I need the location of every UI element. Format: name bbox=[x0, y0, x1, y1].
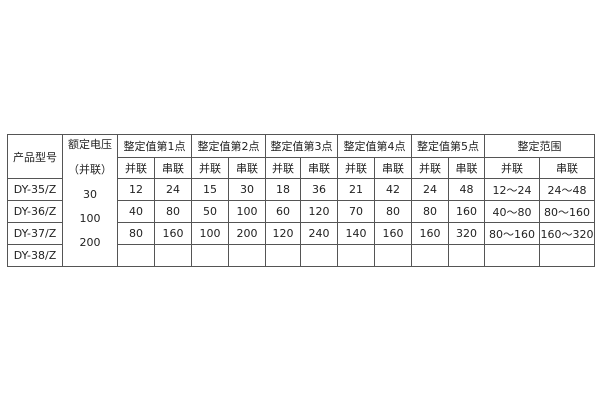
value-cell bbox=[191, 244, 229, 267]
value-cell: 24 bbox=[411, 178, 449, 201]
value-cell: 40～80 bbox=[484, 200, 540, 223]
value-cell bbox=[484, 244, 540, 267]
value-cell: 160 bbox=[154, 222, 192, 245]
value-cell bbox=[374, 244, 412, 267]
value-cell bbox=[117, 244, 155, 267]
value-cell bbox=[411, 244, 449, 267]
value-cell: 100 bbox=[228, 200, 266, 223]
value-cell: 120 bbox=[265, 222, 301, 245]
header-series: 串联 bbox=[448, 157, 485, 179]
settings-table: 产品型号 额定电压 （并联） 整定值第1点 整定值第2点 整定值第3点 整定值第4… bbox=[7, 134, 595, 267]
value-cell: 80 bbox=[117, 222, 155, 245]
value-cell bbox=[300, 244, 338, 267]
model-cell: DY-36/Z bbox=[7, 200, 63, 223]
header-series: 串联 bbox=[228, 157, 266, 179]
value-cell: 120 bbox=[300, 200, 338, 223]
value-cell: 80～160 bbox=[484, 222, 540, 245]
header-parallel: 并联 bbox=[337, 157, 375, 179]
value-cell: 21 bbox=[337, 178, 375, 201]
header-series: 串联 bbox=[300, 157, 338, 179]
header-series: 串联 bbox=[154, 157, 192, 179]
value-cell: 12～24 bbox=[484, 178, 540, 201]
voltage-value: 200 bbox=[79, 235, 101, 249]
value-cell: 30 bbox=[228, 178, 266, 201]
value-cell: 70 bbox=[337, 200, 375, 223]
value-cell bbox=[448, 244, 485, 267]
header-parallel: 并联 bbox=[484, 157, 540, 179]
header-parallel: 并联 bbox=[265, 157, 301, 179]
value-cell: 50 bbox=[191, 200, 229, 223]
value-cell: 15 bbox=[191, 178, 229, 201]
model-cell: DY-35/Z bbox=[7, 178, 63, 201]
model-cell: DY-38/Z bbox=[7, 244, 63, 267]
header-parallel: 并联 bbox=[117, 157, 155, 179]
header-group: 整定值第4点 bbox=[337, 134, 412, 158]
value-cell: 18 bbox=[265, 178, 301, 201]
value-cell: 320 bbox=[448, 222, 485, 245]
header-group: 整定值第5点 bbox=[411, 134, 485, 158]
header-series: 串联 bbox=[374, 157, 412, 179]
value-cell: 80 bbox=[374, 200, 412, 223]
voltage-cell: 30 100 200 bbox=[62, 178, 118, 267]
value-cell bbox=[539, 244, 595, 267]
value-cell bbox=[265, 244, 301, 267]
header-parallel: 并联 bbox=[411, 157, 449, 179]
value-cell: 60 bbox=[265, 200, 301, 223]
header-group: 整定范围 bbox=[484, 134, 595, 158]
value-cell: 100 bbox=[191, 222, 229, 245]
value-cell: 36 bbox=[300, 178, 338, 201]
header-voltage: 额定电压 （并联） bbox=[62, 134, 118, 179]
value-cell bbox=[154, 244, 192, 267]
value-cell: 140 bbox=[337, 222, 375, 245]
value-cell: 42 bbox=[374, 178, 412, 201]
value-cell: 160 bbox=[374, 222, 412, 245]
model-cell: DY-37/Z bbox=[7, 222, 63, 245]
value-cell: 24 bbox=[154, 178, 192, 201]
header-group: 整定值第1点 bbox=[117, 134, 192, 158]
value-cell: 80～160 bbox=[539, 200, 595, 223]
value-cell: 24～48 bbox=[539, 178, 595, 201]
table-row: DY-37/Z 80 160 100 200 120 240 140 160 160 320 80～1… bbox=[7, 222, 595, 245]
header-parallel: 并联 bbox=[191, 157, 229, 179]
value-cell: 80 bbox=[154, 200, 192, 223]
table-row: DY-36/Z 40 80 50 100 60 120 70 80 80 160 40～80 80～16… bbox=[7, 200, 595, 223]
value-cell: 160～320 bbox=[539, 222, 595, 245]
value-cell bbox=[228, 244, 266, 267]
header-model: 产品型号 bbox=[7, 134, 63, 179]
voltage-value: 30 bbox=[83, 187, 97, 201]
value-cell: 200 bbox=[228, 222, 266, 245]
value-cell: 40 bbox=[117, 200, 155, 223]
value-cell: 160 bbox=[411, 222, 449, 245]
header-series: 串联 bbox=[539, 157, 595, 179]
value-cell: 80 bbox=[411, 200, 449, 223]
value-cell bbox=[337, 244, 375, 267]
voltage-value: 100 bbox=[79, 211, 101, 225]
value-cell: 48 bbox=[448, 178, 485, 201]
header-group: 整定值第2点 bbox=[191, 134, 266, 158]
value-cell: 12 bbox=[117, 178, 155, 201]
table-row: DY-35/Z 30 100 200 12 24 15 30 18 36 21 42 24 48 12～24… bbox=[7, 178, 595, 267]
header-group: 整定值第3点 bbox=[265, 134, 338, 158]
value-cell: 160 bbox=[448, 200, 485, 223]
table-row: DY-38/Z bbox=[7, 244, 595, 267]
value-cell: 240 bbox=[300, 222, 338, 245]
